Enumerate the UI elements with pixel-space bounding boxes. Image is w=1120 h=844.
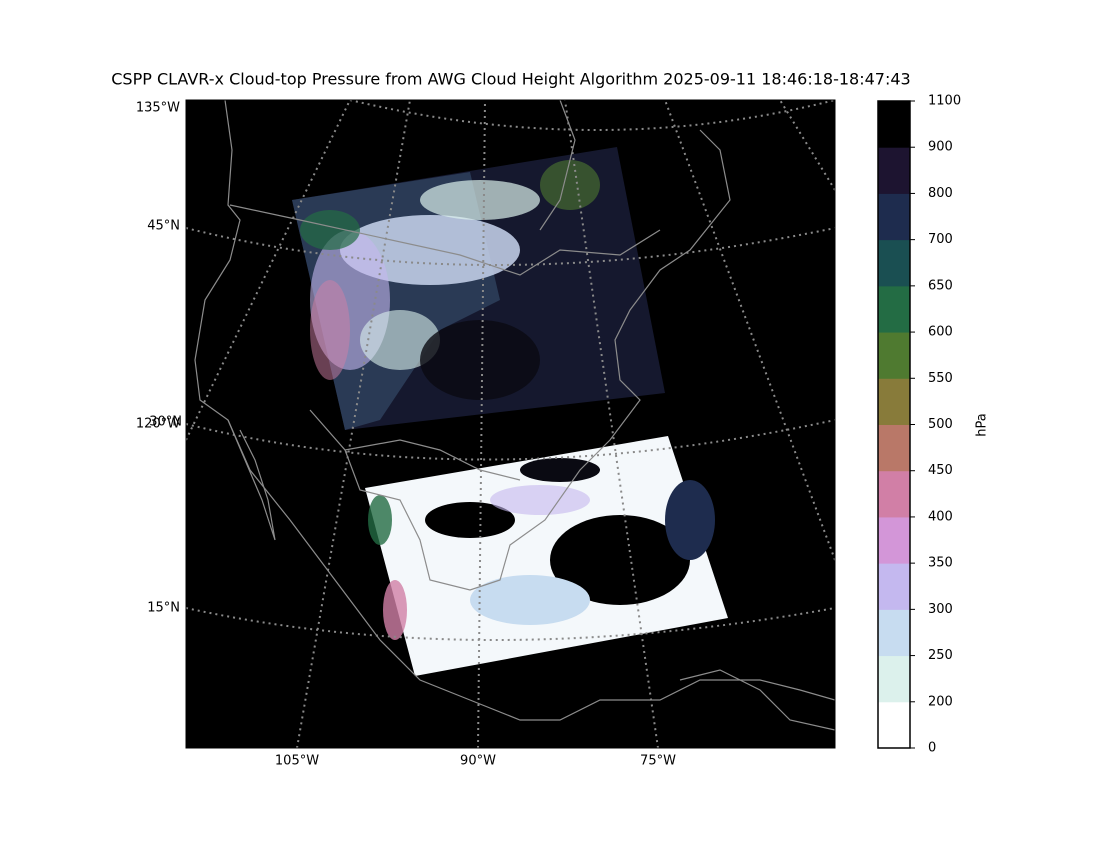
- colorbar-segment: [878, 655, 910, 703]
- colorbar-tick-label: 450: [928, 463, 953, 478]
- colorbar-segment: [878, 147, 910, 194]
- colorbar-tick-label: 700: [928, 232, 953, 247]
- map-frame: [185, 99, 836, 749]
- lat-lon-label: 15°N: [147, 601, 180, 616]
- colorbar-segment: [878, 701, 910, 749]
- title: CSPP CLAVR-x Cloud-top Pressure from AWG…: [111, 70, 910, 89]
- colorbar-tick-label: 650: [928, 278, 953, 293]
- colorbar-segment: [878, 332, 910, 379]
- lat-lon-label: 45°N: [147, 219, 180, 234]
- colorbar-segment: [878, 101, 910, 148]
- swath-south: [365, 436, 728, 676]
- colorbar-tick-label: 900: [928, 140, 953, 155]
- lon-label: 90°W: [460, 754, 496, 769]
- map: [186, 100, 835, 748]
- colorbar-segment: [878, 193, 910, 241]
- map-labels: 135°W 45°N 120°W30°N 15°N 105°W 90°W 75°W: [136, 101, 676, 769]
- coastlines: [194, 100, 835, 731]
- colorbar-tick-label: 800: [928, 186, 953, 201]
- colorbar-tick-label: 1100: [928, 94, 961, 109]
- colorbar-segment: [878, 424, 910, 472]
- colorbar-segment: [878, 378, 910, 425]
- colorbar-tick-label: 250: [928, 648, 953, 663]
- lat-lon-label: 30°N: [149, 415, 182, 430]
- colorbar-segment: [878, 239, 910, 287]
- lon-label: 75°W: [640, 754, 676, 769]
- colorbar-segment: [878, 285, 910, 333]
- colorbar-tick-label: 200: [928, 694, 953, 709]
- colorbar-segment: [878, 563, 910, 610]
- lon-label: 105°W: [275, 754, 319, 769]
- colorbar: 0 200 250 300 350 400 450 500 550 600 650 700 800 900…: [877, 94, 990, 756]
- lat-lon-label: 135°W: [136, 101, 180, 116]
- colorbar-label: hPa: [975, 413, 990, 436]
- colorbar-tick-label: 0: [928, 741, 936, 756]
- colorbar-tick-label: 600: [928, 325, 953, 340]
- colorbar-tick-label: 500: [928, 417, 953, 432]
- colorbar-segment: [878, 516, 910, 564]
- lat-lon-label: 120°W: [136, 417, 180, 432]
- graticule: [186, 100, 835, 748]
- colorbar-tick-label: 350: [928, 556, 953, 571]
- colorbar-segment: [878, 609, 910, 657]
- colorbar-tick-label: 550: [928, 371, 953, 386]
- colorbar-segment: [878, 470, 910, 518]
- swath-north: [292, 147, 665, 430]
- colorbar-tick-label: 400: [928, 509, 953, 524]
- colorbar-tick-label: 300: [928, 602, 953, 617]
